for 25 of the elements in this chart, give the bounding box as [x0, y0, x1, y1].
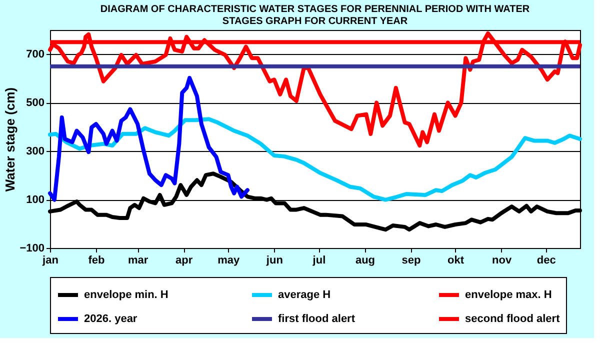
y-tick-label: 500 — [26, 97, 44, 110]
y-tick-label: 700 — [26, 48, 44, 61]
x-tick-label: mar — [128, 254, 149, 266]
x-tick-label: apr — [176, 254, 194, 266]
x-tick-label: jul — [312, 254, 326, 266]
x-tick-label: dec — [536, 254, 556, 266]
x-tick-label: nov — [492, 254, 512, 266]
legend-label: 2026. year — [84, 313, 138, 325]
y-tick-label: 100 — [26, 194, 44, 206]
y-tick-label: 300 — [26, 146, 44, 158]
y-axis-title: Water stage (cm) — [2, 87, 18, 192]
legend-label: envelope max. H — [465, 289, 552, 301]
x-tick-label: may — [218, 254, 241, 266]
x-tick-label: sep — [402, 254, 422, 266]
x-tick-label: jan — [42, 254, 59, 266]
x-tick-label: aug — [355, 254, 376, 266]
legend-label: first flood alert — [278, 313, 356, 325]
legend-label: envelope min. H — [84, 289, 168, 301]
legend-label: second flood alert — [465, 313, 560, 325]
y-tick-label: −100 — [20, 242, 44, 254]
x-tick-label: okt — [448, 254, 464, 266]
x-tick-label: jun — [265, 254, 284, 266]
x-tick-label: feb — [88, 254, 106, 266]
legend-label: average H — [278, 289, 331, 301]
chart-title: DIAGRAM OF CHARACTERISTIC WATER STAGES FOR PERENNIAL PERIOD WITH WATER STAGES GRAPH FOR CURRENT YEAR — [100, 4, 530, 27]
